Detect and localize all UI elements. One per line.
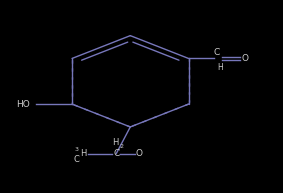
Text: H: H [112,139,118,147]
Text: H: H [80,149,87,158]
Text: H: H [217,63,223,72]
Text: O: O [242,54,249,63]
Text: C: C [113,149,119,158]
Text: HO: HO [16,100,30,109]
Text: 2: 2 [120,144,124,149]
Text: O: O [135,149,142,158]
Text: C: C [74,155,80,163]
Text: C: C [213,48,220,57]
Text: 3: 3 [74,147,78,152]
